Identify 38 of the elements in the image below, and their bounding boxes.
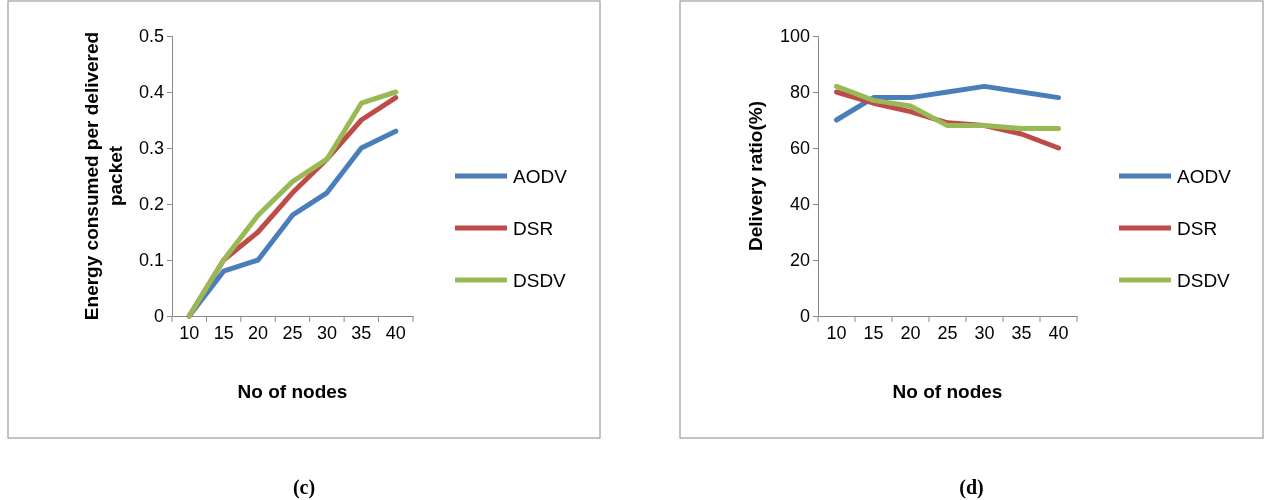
legend-label: DSDV: [1177, 270, 1231, 291]
x-tick-label: 20: [900, 322, 921, 343]
text: (d): [959, 476, 984, 499]
x-tick-label: 35: [351, 322, 372, 343]
y-tick-label: 0: [799, 306, 810, 327]
y-tick-label: 20: [789, 250, 810, 271]
y-tick-label: 0.3: [138, 138, 164, 159]
legend-label: DSR: [513, 218, 554, 239]
x-tick-label: 35: [1011, 322, 1032, 343]
text: (c): [292, 476, 316, 499]
x-tick-label: 25: [937, 322, 958, 343]
legend-label: DSDV: [513, 270, 567, 291]
x-tick-label: 40: [385, 322, 406, 343]
legend-label: AODV: [1177, 166, 1232, 187]
y-tick-label: 80: [789, 82, 810, 103]
y-tick-label: 0.4: [138, 82, 164, 103]
x-tick-label: 30: [974, 322, 995, 343]
x-tick-label: 25: [282, 322, 303, 343]
x-tick-label: 20: [248, 322, 269, 343]
y-tick-label: 0.2: [138, 194, 164, 215]
y-tick-label: 100: [779, 26, 810, 47]
y-axis-title: Delivery ratio(%): [745, 101, 766, 251]
y-tick-label: 40: [789, 194, 810, 215]
x-tick-label: 10: [826, 322, 847, 343]
x-tick-label: 40: [1048, 322, 1069, 343]
x-tick-label: 15: [213, 322, 234, 343]
y-tick-label: 60: [789, 138, 810, 159]
x-tick-label: 30: [316, 322, 337, 343]
legend-label: DSR: [1177, 218, 1218, 239]
y-tick-label: 0: [153, 306, 164, 327]
x-tick-label: 10: [179, 322, 200, 343]
x-axis-title: No of nodes: [892, 381, 1003, 402]
x-tick-label: 15: [863, 322, 884, 343]
y-axis-title: Energy consumed per delivered packet: [81, 31, 126, 321]
x-axis-title: No of nodes: [237, 381, 348, 402]
y-tick-label: 0.5: [138, 26, 164, 47]
y-tick-label: 0.1: [138, 250, 164, 271]
legend-label: AODV: [513, 166, 568, 187]
